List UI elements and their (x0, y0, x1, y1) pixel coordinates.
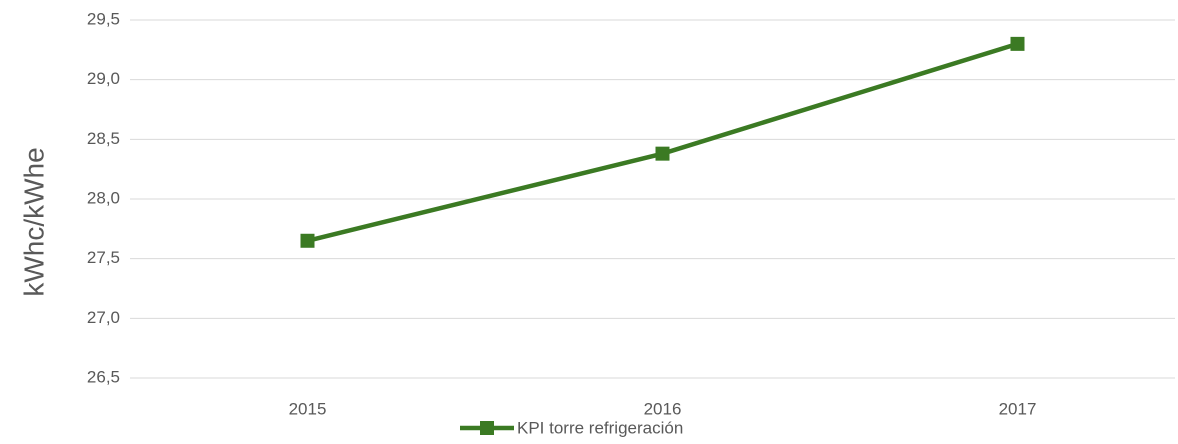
legend-marker (480, 421, 494, 435)
x-tick-label: 2016 (644, 399, 682, 418)
legend-label: KPI torre refrigeración (517, 418, 683, 437)
point-marker (655, 146, 670, 161)
point-marker (1010, 36, 1025, 51)
y-tick-label: 27,5 (87, 248, 120, 267)
y-tick-label: 29,5 (87, 9, 120, 28)
y-tick-label: 26,5 (87, 367, 120, 386)
x-tick-label: 2015 (289, 399, 327, 418)
y-tick-label: 28,0 (87, 188, 120, 207)
series-line (306, 41, 1019, 243)
y-tick-label: 27,0 (87, 308, 120, 327)
y-axis-label: kWhc/kWhe (18, 147, 49, 296)
x-tick-label: 2017 (999, 399, 1037, 418)
point-marker (300, 233, 315, 248)
y-tick-label: 29,0 (87, 69, 120, 88)
y-tick-label: 28,5 (87, 129, 120, 148)
